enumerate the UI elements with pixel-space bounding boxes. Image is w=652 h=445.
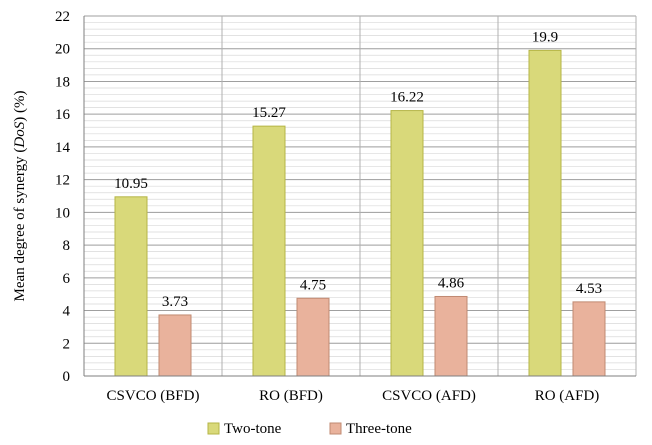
bar: [390, 110, 424, 377]
x-tick-labels: CSVCO (BFD) RO (BFD) CSVCO (AFD) RO (AFD): [107, 388, 600, 404]
x-tick-label: RO (AFD): [535, 388, 600, 404]
bar: [114, 196, 148, 377]
legend-swatch: [207, 422, 220, 435]
data-label: 4.53: [576, 281, 602, 297]
legend: Two-tone Three-tone: [207, 421, 412, 437]
bar: [296, 297, 330, 377]
data-label: 16.22: [390, 90, 424, 106]
data-labels: 10.95 15.27 16.22 19.9 3.73 4.75 4.86 4.53: [114, 29, 602, 310]
y-tick-label: 22: [55, 9, 70, 25]
y-tick-label: 18: [55, 74, 70, 90]
legend-label: Two-tone: [224, 421, 282, 437]
data-label: 4.75: [300, 277, 326, 293]
bar: [572, 301, 606, 377]
y-tick-label: 4: [63, 304, 71, 320]
y-tick-label: 20: [55, 42, 70, 58]
bar: [252, 125, 286, 377]
data-label: 19.9: [532, 29, 558, 45]
x-tick-label: CSVCO (AFD): [382, 388, 476, 404]
bar: [528, 49, 562, 377]
legend-swatch: [329, 422, 342, 435]
y-tick-label: 0: [63, 369, 71, 385]
data-label: 3.73: [162, 294, 188, 310]
data-label: 10.95: [114, 176, 148, 192]
bars: [114, 49, 606, 377]
y-tick-label: 2: [63, 336, 71, 352]
y-tick-labels: 0 2 4 6 8 10 12 14 16 18 20 22: [55, 9, 71, 385]
x-tick-label: RO (BFD): [259, 388, 323, 404]
legend-label: Three-tone: [346, 421, 412, 437]
y-tick-label: 12: [55, 173, 70, 189]
data-label: 15.27: [252, 105, 286, 121]
y-tick-label: 6: [63, 271, 71, 287]
y-tick-label: 8: [63, 238, 71, 254]
y-tick-label: 14: [55, 140, 71, 156]
bar: [158, 314, 192, 377]
y-tick-label: 16: [55, 107, 71, 123]
y-axis-label: Mean degree of synergy (DoS) (%): [12, 91, 28, 302]
x-tick-label: CSVCO (BFD): [107, 388, 200, 404]
data-label: 4.86: [438, 275, 465, 291]
y-tick-label: 10: [55, 205, 70, 221]
axes: [83, 16, 636, 377]
bar: [434, 295, 468, 377]
